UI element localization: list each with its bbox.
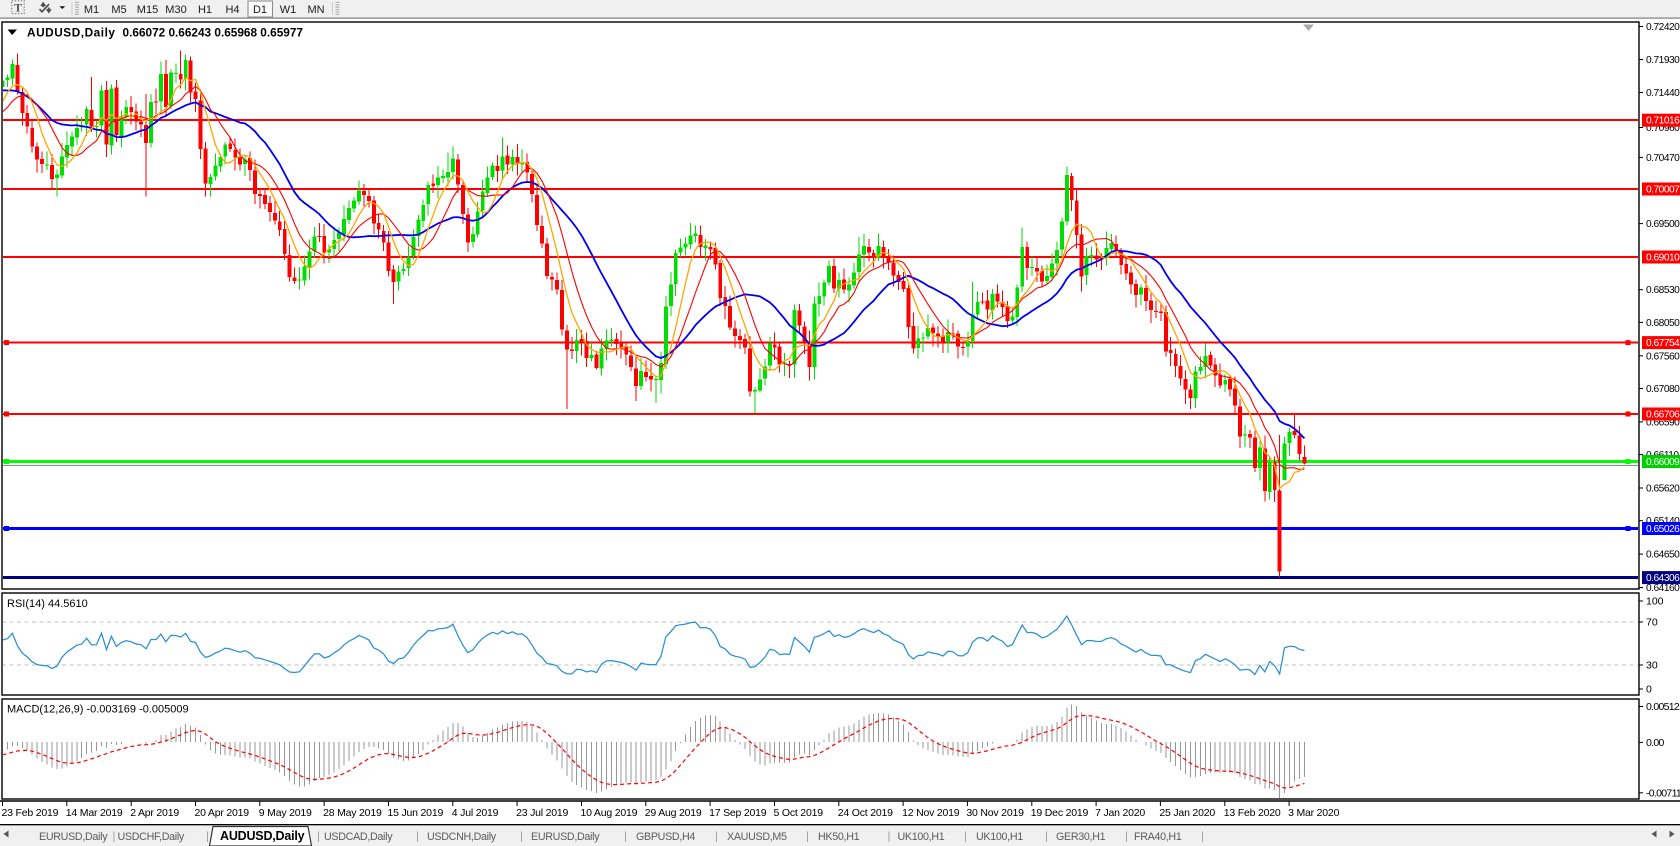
svg-text:H1: H1: [198, 4, 212, 16]
svg-text:MACD(12,26,9) -0.003169 -0.005: MACD(12,26,9) -0.003169 -0.005009: [7, 704, 189, 716]
svg-text:24 Oct 2019: 24 Oct 2019: [838, 807, 893, 819]
svg-text:0.66009: 0.66009: [1646, 457, 1680, 468]
svg-text:|: |: [888, 831, 891, 843]
svg-text:RSI(14) 44.5610: RSI(14) 44.5610: [7, 598, 88, 610]
svg-text:2 Apr 2019: 2 Apr 2019: [130, 807, 179, 819]
svg-text:H4: H4: [225, 4, 239, 16]
svg-text:0: 0: [1646, 684, 1652, 696]
svg-text:0.67754: 0.67754: [1646, 338, 1680, 349]
svg-text:AUDUSD,Daily: AUDUSD,Daily: [220, 829, 305, 843]
svg-text:10 Aug 2019: 10 Aug 2019: [581, 807, 638, 819]
svg-text:30 Nov 2019: 30 Nov 2019: [966, 807, 1024, 819]
svg-text:|: |: [1045, 831, 1048, 843]
svg-text:0.70007: 0.70007: [1646, 185, 1680, 196]
svg-text:28 May 2019: 28 May 2019: [323, 807, 382, 819]
svg-text:|: |: [317, 831, 320, 843]
svg-text:-0.00711: -0.00711: [1646, 787, 1680, 799]
svg-text:0.71016: 0.71016: [1646, 116, 1680, 127]
svg-text:|: |: [113, 831, 116, 843]
svg-text:3 Mar 2020: 3 Mar 2020: [1288, 807, 1339, 819]
svg-text:|: |: [715, 831, 718, 843]
svg-text:|: |: [520, 831, 523, 843]
svg-text:100: 100: [1646, 596, 1664, 608]
svg-text:0.65620: 0.65620: [1646, 484, 1680, 495]
svg-text:0.64160: 0.64160: [1646, 583, 1680, 594]
svg-text:30: 30: [1646, 660, 1658, 672]
svg-text:USDCNH,Daily: USDCNH,Daily: [427, 831, 497, 843]
svg-text:0.005121: 0.005121: [1646, 701, 1680, 713]
svg-text:EURUSD,Daily: EURUSD,Daily: [39, 831, 108, 843]
svg-text:0.67080: 0.67080: [1646, 384, 1680, 395]
svg-text:7 Jan 2020: 7 Jan 2020: [1095, 807, 1145, 819]
svg-text:12 Nov 2019: 12 Nov 2019: [902, 807, 960, 819]
svg-text:|: |: [964, 831, 967, 843]
svg-text:|: |: [206, 831, 209, 843]
svg-text:|: |: [1201, 831, 1204, 843]
svg-text:4 Jul 2019: 4 Jul 2019: [452, 807, 499, 819]
svg-text:14 Mar 2019: 14 Mar 2019: [66, 807, 123, 819]
svg-text:M15: M15: [137, 4, 158, 16]
svg-text:M5: M5: [111, 4, 126, 16]
svg-text:15 Jun 2019: 15 Jun 2019: [388, 807, 444, 819]
svg-text:19 Dec 2019: 19 Dec 2019: [1031, 807, 1089, 819]
svg-text:D1: D1: [253, 4, 267, 16]
svg-text:MN: MN: [307, 4, 324, 16]
svg-text:0.71930: 0.71930: [1646, 55, 1680, 66]
svg-text:0.69010: 0.69010: [1646, 253, 1680, 264]
svg-text:17 Sep 2019: 17 Sep 2019: [709, 807, 767, 819]
svg-text:|: |: [416, 831, 419, 843]
svg-text:0.71440: 0.71440: [1646, 88, 1680, 99]
svg-text:FRA40,H1: FRA40,H1: [1134, 831, 1182, 843]
svg-text:0.65140: 0.65140: [1646, 516, 1680, 527]
svg-text:0.65026: 0.65026: [1646, 524, 1680, 535]
svg-text:UK100,H1: UK100,H1: [898, 831, 945, 843]
svg-text:M30: M30: [165, 4, 186, 16]
svg-text:W1: W1: [280, 4, 297, 16]
svg-text:|: |: [806, 831, 809, 843]
svg-text:0.72420: 0.72420: [1646, 22, 1680, 33]
svg-text:USDCHF,Daily: USDCHF,Daily: [118, 831, 185, 843]
svg-text:23 Feb 2019: 23 Feb 2019: [2, 807, 59, 819]
svg-text:USDCAD,Daily: USDCAD,Daily: [324, 831, 393, 843]
svg-text:70: 70: [1646, 617, 1658, 629]
svg-text:|: |: [1125, 831, 1128, 843]
svg-text:0.64306: 0.64306: [1646, 573, 1680, 584]
svg-text:23 Jul 2019: 23 Jul 2019: [516, 807, 568, 819]
svg-text:0.69500: 0.69500: [1646, 219, 1680, 230]
svg-text:|: |: [624, 831, 627, 843]
svg-text:UK100,H1: UK100,H1: [976, 831, 1023, 843]
svg-text:T: T: [14, 1, 22, 15]
svg-text:EURUSD,Daily: EURUSD,Daily: [531, 831, 600, 843]
svg-text:0.67560: 0.67560: [1646, 351, 1680, 362]
svg-text:M1: M1: [84, 4, 99, 16]
svg-text:0.66706: 0.66706: [1646, 410, 1680, 421]
svg-text:20 Apr 2019: 20 Apr 2019: [195, 807, 250, 819]
svg-text:HK50,H1: HK50,H1: [818, 831, 860, 843]
svg-text:25 Jan 2020: 25 Jan 2020: [1159, 807, 1215, 819]
svg-text:13 Feb 2020: 13 Feb 2020: [1224, 807, 1281, 819]
svg-text:0.66590: 0.66590: [1646, 417, 1680, 428]
svg-text:GBPUSD,H4: GBPUSD,H4: [636, 831, 695, 843]
svg-text:XAUUSD,M5: XAUUSD,M5: [727, 831, 787, 843]
svg-text:0.68050: 0.68050: [1646, 318, 1680, 329]
svg-text:0.68530: 0.68530: [1646, 285, 1680, 296]
svg-text:GER30,H1: GER30,H1: [1056, 831, 1106, 843]
svg-text:0.00: 0.00: [1646, 737, 1664, 749]
svg-text:0.64650: 0.64650: [1646, 550, 1680, 561]
svg-text:5 Oct 2019: 5 Oct 2019: [774, 807, 824, 819]
svg-text:0.70960: 0.70960: [1646, 123, 1680, 134]
svg-text:29 Aug 2019: 29 Aug 2019: [645, 807, 702, 819]
svg-text:0.70470: 0.70470: [1646, 153, 1680, 164]
svg-text:9 May 2019: 9 May 2019: [259, 807, 312, 819]
